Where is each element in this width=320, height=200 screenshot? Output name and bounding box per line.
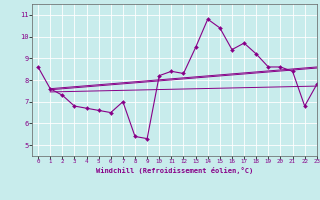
X-axis label: Windchill (Refroidissement éolien,°C): Windchill (Refroidissement éolien,°C)	[96, 167, 253, 174]
